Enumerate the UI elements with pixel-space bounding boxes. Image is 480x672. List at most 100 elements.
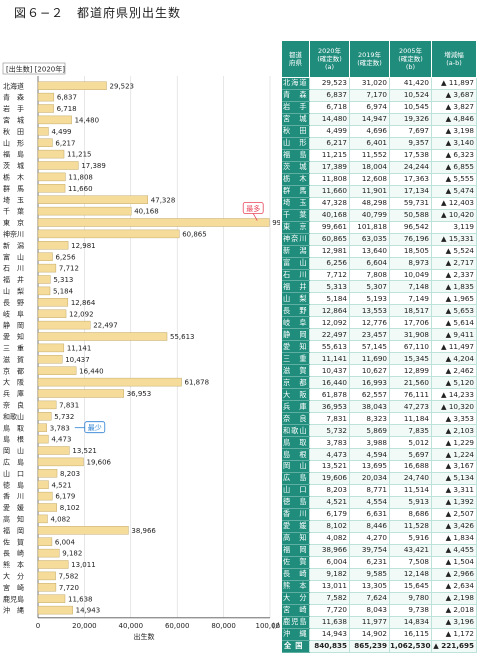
bar-value-label: 5,184	[53, 288, 74, 296]
bar	[37, 275, 51, 284]
table-row: 青 森 6,837 7,170 10,524 ▲ 3,687	[281, 89, 477, 102]
table-cell: 61,878	[309, 388, 350, 402]
table-cell: 76,111	[389, 388, 432, 402]
table-cell: ▲ 1,229	[431, 436, 477, 450]
bar	[37, 514, 48, 524]
bar-value-label: 8,203	[60, 470, 80, 478]
table-row: 秋 田 4,499 4,696 7,697 ▲ 3,198	[281, 125, 477, 138]
table-cell: ▲ 12,403	[431, 197, 477, 210]
bar-value-label: 11,141	[67, 345, 92, 353]
table-row: 岡 山 13,521 13,695 16,688 ▲ 3,167	[281, 460, 477, 473]
prefecture-name-cell: 和歌山	[281, 424, 310, 438]
bar-value-label: 36,953	[127, 390, 152, 398]
x-tick-label: 40,000	[119, 622, 144, 630]
category-label: 東 京	[3, 218, 24, 227]
prefecture-name-cell: 島 根	[281, 448, 310, 461]
prefecture-name-cell: 京 都	[281, 376, 310, 390]
table-row: 神奈川 60,865 63,035 76,196 ▲ 15,331	[281, 233, 477, 246]
prefecture-name-cell: 熊 本	[281, 580, 310, 593]
table-cell: 4,521	[309, 496, 350, 509]
x-tick-label: 80,000	[211, 622, 236, 630]
category-label: 青 森	[3, 93, 24, 102]
bar	[37, 104, 54, 113]
category-label: 栃 木	[3, 173, 24, 182]
bar	[37, 309, 67, 318]
bar-value-label: 4,521	[51, 481, 71, 489]
table-cell: 5,012	[389, 436, 432, 450]
table-row: 福 井 5,313 5,307 7,148 ▲ 1,835	[281, 280, 477, 294]
table-header-text: (a-b)	[446, 59, 462, 67]
bar	[37, 241, 69, 250]
category-label: 沖 縄	[3, 606, 24, 615]
prefecture-name-cell: 滋 賀	[281, 364, 310, 378]
table-cell: 5,913	[389, 496, 432, 509]
category-label: 滋 賀	[3, 355, 24, 364]
prefecture-name-cell: 福 岡	[281, 544, 310, 557]
bar	[37, 423, 47, 432]
table-cell: ▲ 3,311	[431, 484, 477, 497]
bar-value-label: 6,256	[56, 253, 77, 261]
table-cell: 47,328	[309, 197, 350, 210]
table-row: 島 根 4,473 4,594 5,697 ▲ 1,224	[281, 448, 477, 461]
table-cell: ▲ 221,695	[431, 640, 477, 653]
table-cell: 18,517	[389, 304, 432, 318]
table-cell: ▲ 1,504	[431, 556, 477, 569]
prefecture-name-cell: 徳 島	[281, 496, 310, 509]
prefecture-name-cell: 全国	[281, 640, 310, 653]
births-table-panel: 都道 府県 2020年 (確定数) (a) 2019年 (確定数) 2005年 (確定数) (b)…	[281, 40, 477, 653]
table-header-text: 2005年	[398, 47, 423, 55]
table-row: 滋 賀 10,437 10,627 12,899 ▲ 2,462	[281, 364, 477, 378]
table-cell: 10,545	[389, 101, 432, 114]
annotation-callout: 最多	[242, 202, 264, 221]
table-row: 京 都 16,440 16,993 21,560 ▲ 5,120	[281, 376, 477, 390]
bar	[37, 115, 72, 125]
table-cell: 8,043	[349, 604, 390, 617]
table-cell: 3,988	[349, 436, 390, 450]
births-bar-chart: [出生数] [2020年] 29,523 6,837 6,718 14,480 4,49…	[2, 62, 280, 641]
table-row: 佐 賀 6,004 6,231 7,508 ▲ 1,504	[281, 556, 477, 569]
bar	[37, 389, 124, 398]
table-cell: 18,505	[389, 245, 432, 258]
table-row: 埼 玉 47,328 48,298 59,731 ▲ 12,403	[281, 197, 477, 210]
bar	[37, 298, 69, 307]
prefecture-name-cell: 秋 田	[281, 125, 310, 138]
table-cell: 101,818	[349, 221, 390, 234]
table-cell: 840,835	[309, 640, 350, 653]
table-cell: ▲ 2,103	[431, 424, 477, 438]
prefecture-name-cell: 山 形	[281, 137, 310, 150]
table-cell: 59,731	[389, 197, 432, 210]
prefecture-name-cell: 宮 崎	[281, 604, 310, 617]
annotation-text: 最少	[88, 424, 102, 432]
bar-value-label: 4,473	[51, 436, 71, 444]
bar-value-label: 7,582	[59, 573, 79, 581]
prefecture-name-cell: 大 分	[281, 592, 310, 605]
bar	[37, 571, 56, 581]
table-cell: ▲ 2,634	[431, 580, 477, 593]
table-cell: 13,011	[309, 580, 350, 593]
bar-value-label: 40,168	[134, 208, 159, 216]
bar-value-label: 6,718	[57, 105, 77, 113]
category-label: 大 阪	[3, 378, 24, 387]
table-cell: 24,740	[389, 472, 432, 485]
table-header-text: (a)	[324, 63, 335, 71]
bar-value-label: 14,480	[75, 117, 100, 125]
category-label: 岩 手	[3, 104, 24, 113]
category-label: 福 島	[3, 150, 24, 159]
bar-value-label: 60,865	[182, 231, 207, 239]
table-row: 北海道 29,523 31,020 41,420 ▲ 11,897	[281, 77, 477, 90]
table-cell: 12,899	[389, 364, 432, 378]
prefecture-name-cell: 香 川	[281, 508, 310, 521]
table-cell: 11,552	[349, 149, 390, 162]
bar-value-label: 5,732	[54, 413, 74, 421]
prefecture-name-cell: 福 井	[281, 280, 310, 294]
prefecture-name-cell: 三 重	[281, 352, 310, 366]
bar	[37, 252, 53, 261]
table-header-text: (確定数)	[357, 59, 382, 67]
bar	[37, 320, 91, 330]
category-label: 石 川	[3, 265, 24, 273]
table-cell: ▲ 6,323	[431, 149, 477, 162]
table-cell: 17,538	[389, 149, 432, 162]
table-cell: 6,231	[349, 556, 390, 569]
bar-value-label: 11,638	[68, 595, 93, 603]
bar-value-label: 10,437	[65, 356, 90, 364]
